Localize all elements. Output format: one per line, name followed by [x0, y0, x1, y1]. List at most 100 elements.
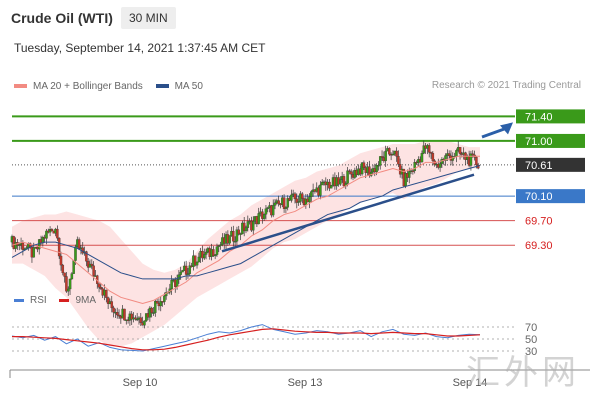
candle-body [295, 198, 299, 203]
candle-body [471, 153, 474, 156]
level-label-70.10: 70.10 [525, 191, 553, 203]
candle-body [400, 168, 404, 175]
bollinger-band-fill [12, 140, 480, 347]
candle-body [442, 158, 445, 161]
candle-body [378, 156, 382, 166]
legend-label-rsi: RSI [30, 295, 47, 306]
candle-body [279, 203, 282, 206]
candle-body [344, 183, 348, 187]
candle-body [65, 276, 68, 292]
candle-body [203, 254, 206, 259]
candle-body [204, 251, 208, 255]
candle-body [262, 214, 266, 219]
candle-body [402, 168, 406, 187]
candle-body [195, 261, 199, 266]
rsi-tick-70: 70 [525, 322, 537, 334]
candle-body [221, 237, 224, 245]
instrument-title: Crude Oil (WTI) [11, 10, 113, 26]
candle-body [92, 265, 95, 276]
candle-body [397, 156, 400, 165]
candle-body [255, 216, 259, 225]
candle-body [340, 176, 344, 180]
candle-body [239, 233, 242, 235]
candle-body [99, 287, 103, 289]
candle-body [152, 312, 155, 314]
candle-body [444, 155, 447, 161]
candle-body [355, 169, 358, 176]
candle-body [398, 164, 402, 175]
legend-label-ma20: MA 20 + Bollinger Bands [33, 80, 143, 92]
candle-body [418, 159, 422, 163]
candle-body [317, 187, 320, 196]
candle-body [368, 166, 371, 176]
legend-label-9ma: 9MA [75, 295, 97, 306]
candle-body [119, 315, 123, 319]
candle-body [252, 221, 255, 231]
candle-body [48, 229, 52, 233]
legend-label-ma50: MA 50 [174, 80, 203, 92]
candle-body [411, 170, 415, 172]
candle-body [76, 239, 79, 248]
x-tick-label: Sep 13 [288, 377, 323, 389]
candle-body [228, 235, 231, 244]
candle-body [199, 250, 202, 258]
x-tick-label: Sep 10 [123, 377, 158, 389]
candle-body [201, 250, 204, 259]
candle-body [359, 168, 362, 175]
main-legend: MA 20 + Bollinger Bands MA 50 [14, 80, 213, 92]
timeframe-button[interactable]: 30 MIN [121, 7, 176, 29]
candle-body [456, 147, 460, 151]
candle-body [299, 193, 302, 202]
candle-body [270, 205, 273, 216]
candle-body [330, 185, 333, 189]
candle-body [230, 230, 233, 236]
candle-body [324, 181, 328, 186]
candle-body [424, 145, 427, 149]
candle-body [291, 193, 295, 196]
candle-body [284, 207, 288, 209]
candle-body [326, 181, 329, 186]
watermark-logo: 汇外网 [466, 353, 580, 393]
candle-body [85, 251, 88, 262]
candle-body [388, 148, 391, 155]
candle-body [406, 173, 409, 178]
candle-body [286, 198, 289, 208]
candle-body [315, 187, 318, 192]
candle-body [408, 171, 411, 178]
candle-body [12, 236, 16, 249]
candle-body [161, 301, 164, 303]
level-label-69.30: 69.30 [525, 240, 553, 252]
candle-body [235, 229, 239, 242]
candle-body [210, 249, 213, 257]
candle-body [68, 278, 72, 290]
candle-body [96, 275, 99, 284]
candle-body [248, 220, 251, 223]
candle-body [304, 198, 308, 206]
rsi-line [11, 324, 481, 352]
candle-body [467, 156, 471, 166]
candle-body [331, 177, 335, 186]
candle-body [466, 156, 469, 160]
candle-body [166, 291, 170, 294]
candle-body [271, 205, 275, 216]
candle-body [320, 181, 324, 186]
candle-body [373, 168, 377, 173]
legend-item-ma50: MA 50 [155, 80, 203, 92]
level-label-box-71.40 [516, 109, 585, 124]
candle-body [72, 260, 75, 274]
candle-body [349, 171, 353, 175]
candle-body [114, 312, 117, 314]
trendline [221, 173, 475, 253]
candle-body [302, 198, 306, 206]
candle-body [208, 248, 211, 257]
candle-body [123, 308, 126, 321]
candle-body [333, 177, 337, 187]
candle-body [41, 236, 45, 244]
candle-body [184, 265, 188, 275]
candle-body [417, 159, 420, 163]
candle-body [310, 191, 313, 197]
candle-body [86, 261, 90, 268]
candle-body [364, 167, 367, 173]
candle-body [469, 153, 473, 166]
